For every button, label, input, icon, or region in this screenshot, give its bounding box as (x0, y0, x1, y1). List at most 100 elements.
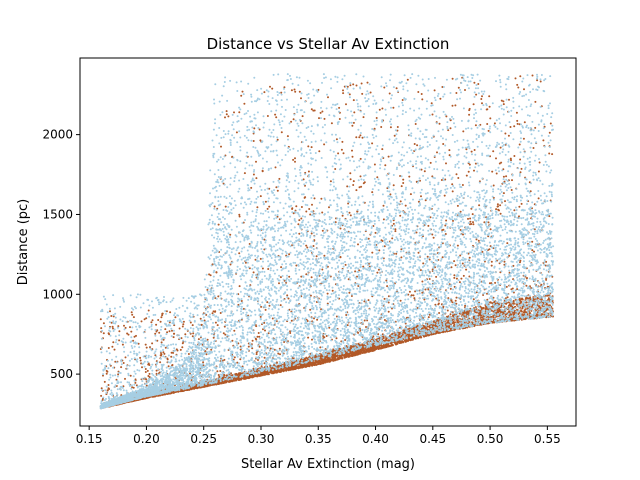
data-point (431, 113, 434, 116)
data-point (371, 191, 374, 194)
data-point (337, 356, 340, 359)
data-point (389, 193, 392, 196)
data-point (473, 149, 476, 151)
data-point (357, 243, 359, 246)
data-point (414, 290, 417, 293)
data-point (238, 215, 241, 218)
data-point (468, 107, 471, 110)
data-point (412, 294, 415, 297)
data-point (462, 233, 464, 236)
data-point (290, 89, 293, 92)
data-point (184, 333, 187, 336)
data-point (438, 312, 441, 314)
data-point (457, 86, 460, 89)
data-point (458, 281, 461, 284)
data-point (382, 204, 385, 207)
data-point (330, 122, 333, 125)
data-point (253, 127, 256, 130)
data-point (495, 172, 498, 175)
data-point (280, 91, 283, 94)
data-point (274, 113, 277, 116)
data-point (342, 152, 345, 155)
data-point (144, 343, 147, 346)
data-point (451, 183, 454, 186)
data-point (304, 196, 307, 199)
data-point (378, 108, 381, 111)
data-point (469, 217, 472, 220)
data-point (307, 145, 310, 148)
data-point (450, 266, 453, 269)
data-point (423, 170, 426, 173)
scatter-points (99, 73, 555, 410)
data-point (525, 284, 528, 287)
data-point (499, 146, 502, 149)
data-point (401, 99, 404, 101)
data-point (261, 169, 264, 172)
data-point (374, 231, 377, 234)
data-point (488, 105, 491, 108)
data-point (387, 301, 390, 304)
data-point (487, 129, 490, 132)
data-point (468, 163, 471, 166)
data-point (457, 177, 460, 179)
data-point (167, 365, 170, 368)
data-point (523, 121, 526, 124)
data-point (513, 125, 516, 128)
data-point (351, 149, 353, 152)
data-point (159, 361, 162, 364)
data-point (366, 81, 369, 84)
data-point (181, 325, 184, 328)
data-point (197, 338, 200, 341)
data-point (531, 240, 534, 243)
data-point (396, 126, 399, 128)
data-point (440, 179, 443, 181)
data-point (470, 223, 473, 225)
data-point (328, 206, 330, 209)
data-point (431, 233, 434, 236)
data-point (404, 204, 407, 207)
data-point (100, 394, 103, 397)
data-point (305, 244, 308, 247)
data-point (155, 369, 158, 372)
data-point (490, 264, 493, 267)
data-point (351, 155, 354, 158)
data-point (408, 175, 411, 178)
data-point (533, 250, 535, 253)
data-point (509, 157, 512, 160)
data-point (159, 320, 162, 323)
data-point (219, 370, 222, 372)
data-point (516, 119, 519, 122)
data-point (261, 267, 264, 270)
data-point (370, 349, 372, 352)
data-point (279, 304, 282, 307)
data-point (349, 84, 352, 87)
data-point (320, 197, 323, 200)
data-point (537, 170, 540, 173)
data-point (468, 256, 471, 259)
data-point (258, 335, 261, 338)
data-point (370, 346, 373, 349)
data-point (517, 86, 520, 89)
data-point (298, 90, 301, 93)
data-point (456, 204, 459, 207)
data-point (323, 117, 326, 120)
data-point (321, 110, 324, 113)
data-point (323, 254, 326, 257)
data-point (255, 177, 258, 180)
data-point (172, 336, 175, 339)
data-point (448, 154, 451, 157)
data-point (255, 353, 258, 356)
data-point (286, 135, 289, 138)
data-point (428, 278, 431, 280)
data-point (500, 161, 503, 164)
data-point (367, 299, 370, 302)
data-point (318, 117, 320, 120)
data-point (294, 160, 296, 163)
data-point (400, 185, 403, 188)
data-point (455, 173, 458, 176)
data-point (510, 288, 513, 291)
data-point (233, 379, 236, 382)
data-point (107, 347, 110, 349)
data-point (309, 213, 312, 216)
data-point (490, 260, 493, 263)
